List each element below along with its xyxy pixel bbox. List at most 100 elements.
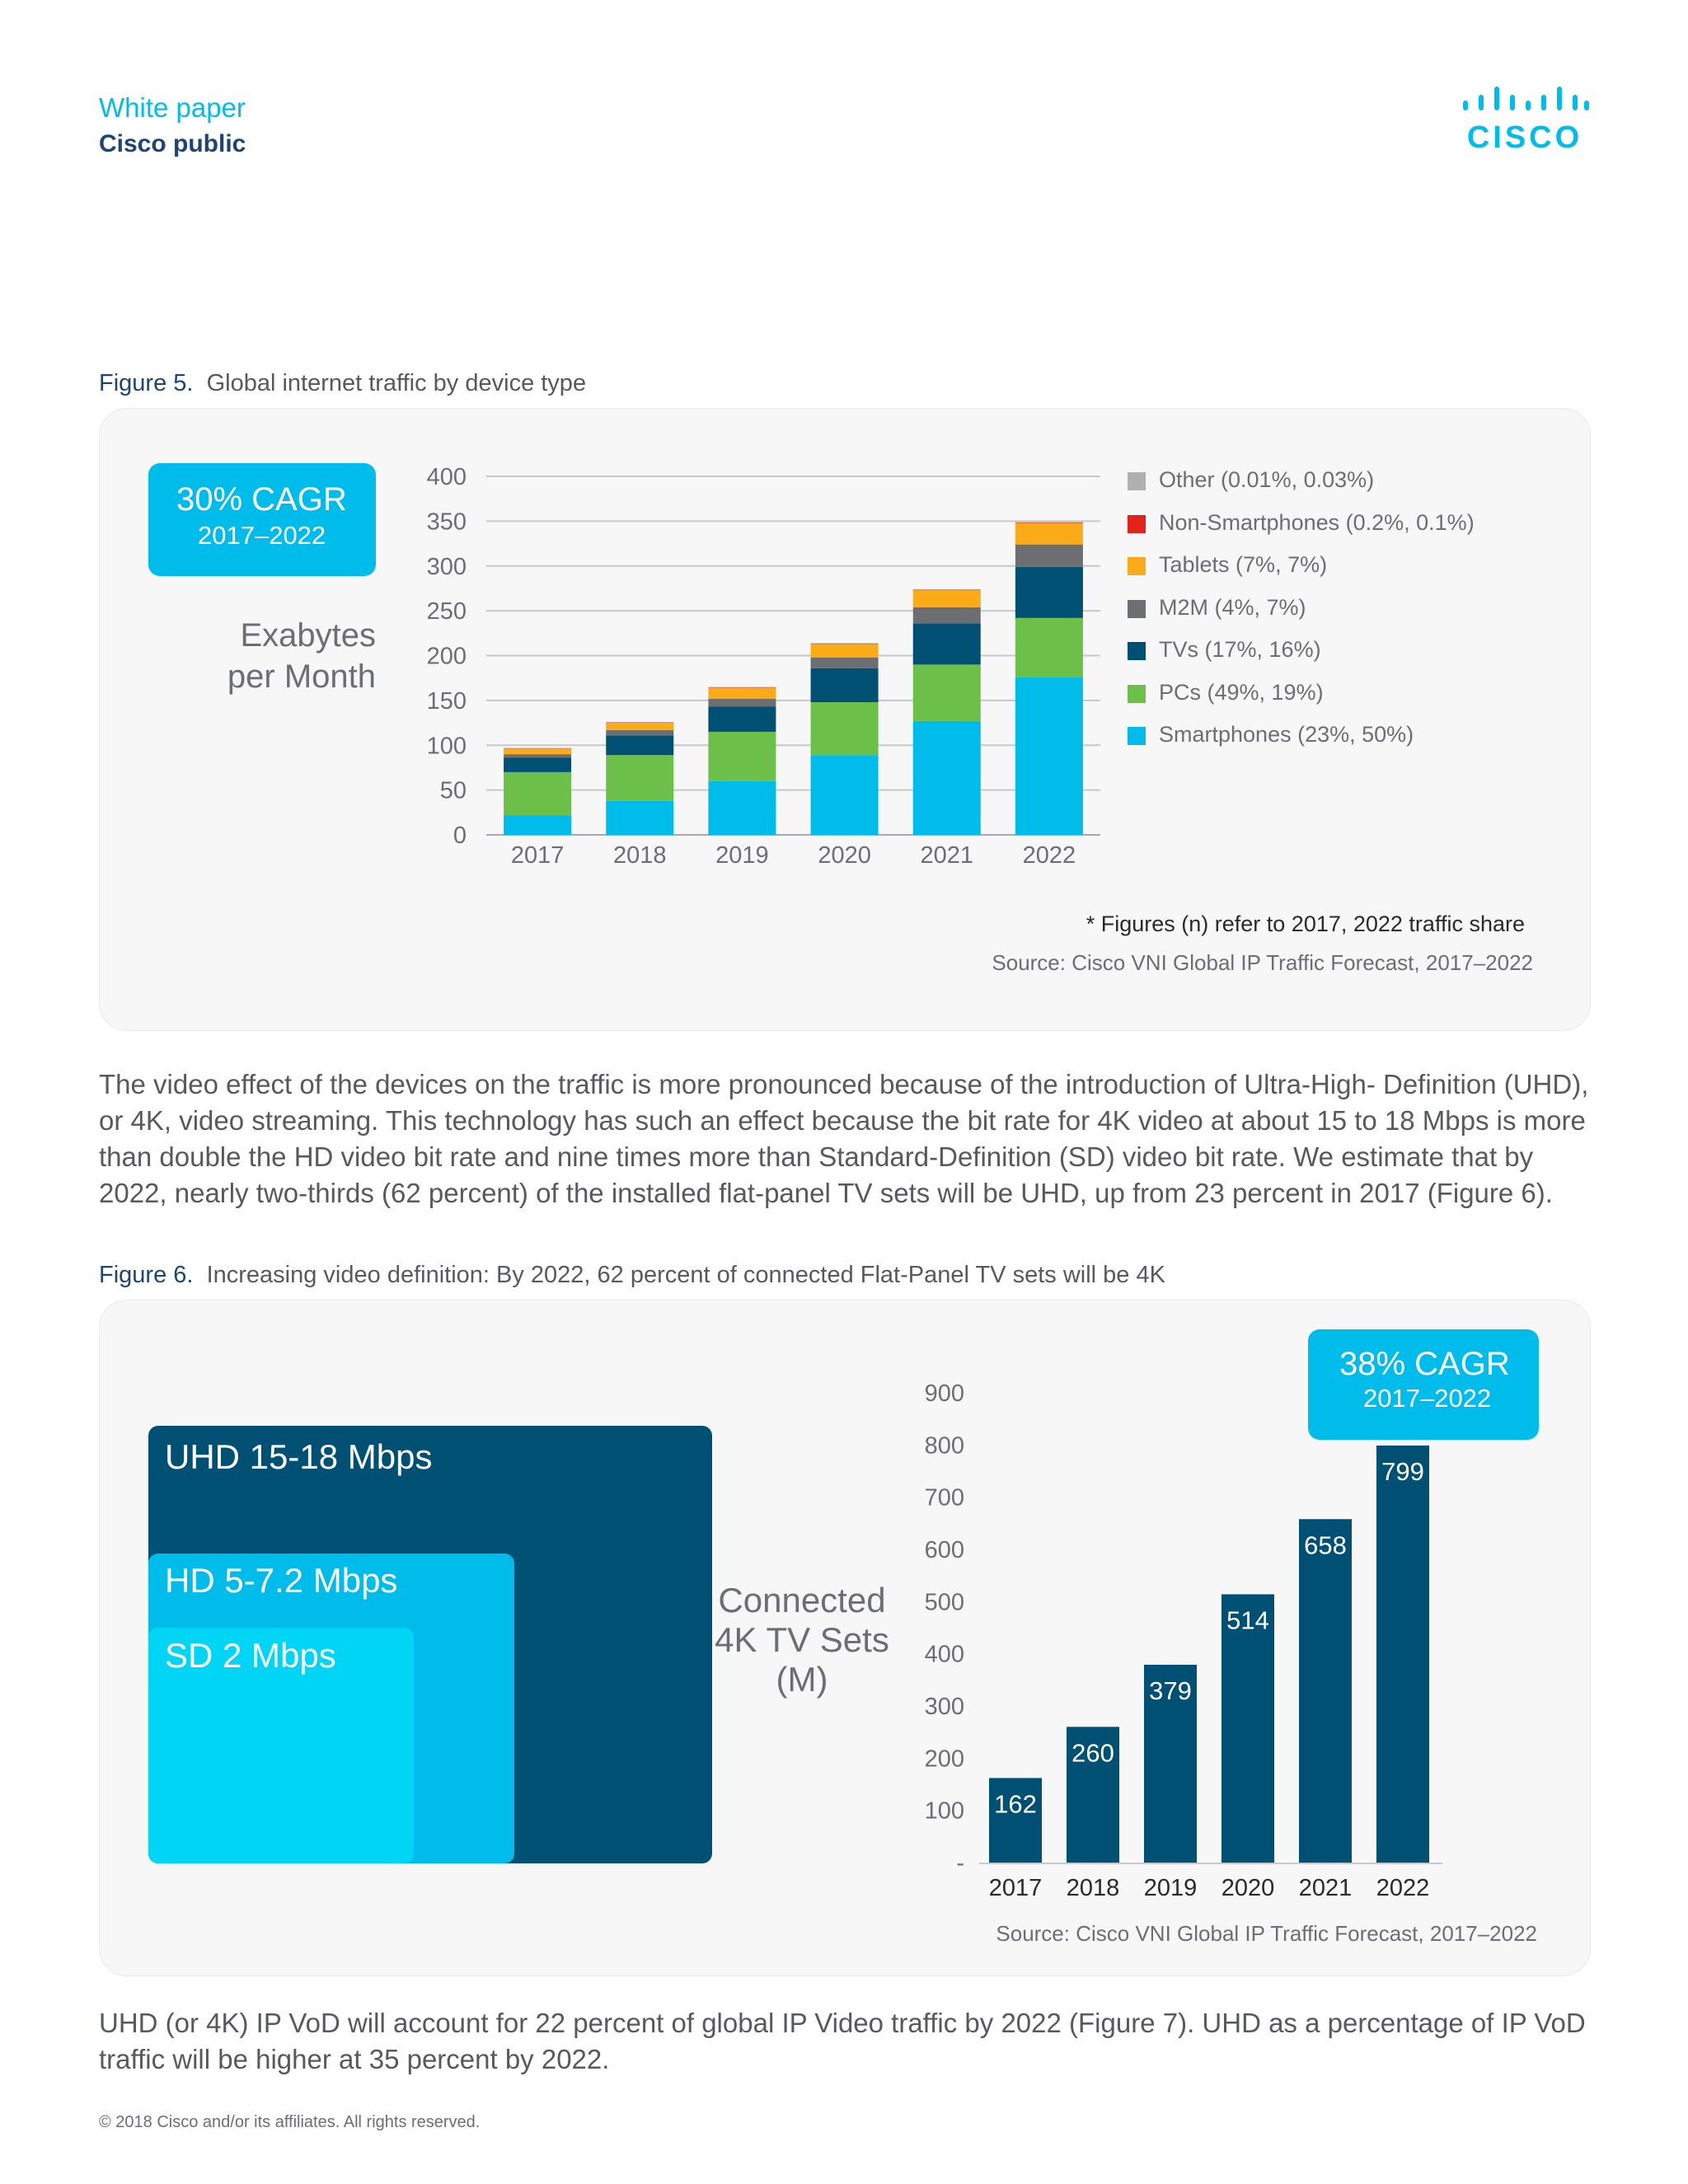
figure-5-x-tick: 2021 bbox=[920, 842, 973, 869]
figure-5-bar-segment bbox=[504, 748, 572, 749]
figure-5-bar-segment bbox=[1015, 522, 1083, 523]
figure-5-y-tick: 300 bbox=[427, 554, 467, 580]
figure-5-bar-segment bbox=[708, 731, 776, 781]
figure-6-title: Increasing video definition: By 2022, 62… bbox=[206, 1262, 1165, 1288]
figure-6-y-tick: 200 bbox=[925, 1746, 964, 1772]
classification-label: Cisco public bbox=[99, 130, 246, 157]
figure-6-y-tick: 700 bbox=[925, 1485, 964, 1511]
figure-5-bar-segment bbox=[606, 729, 674, 736]
legend-label: Non-Smartphones (0.2%, 0.1%) bbox=[1159, 509, 1475, 535]
figure-5-note: * Figures (n) refer to 2017, 2022 traffi… bbox=[1085, 912, 1525, 936]
figure-5-bar-segment bbox=[912, 590, 981, 607]
figure-6-data-label: 514 bbox=[1226, 1605, 1269, 1634]
figure-5-bar-segment bbox=[708, 687, 776, 688]
figure-5-y-title-line-2: per Month bbox=[227, 658, 376, 695]
figure-6-number: Figure 6. bbox=[99, 1262, 194, 1288]
copyright-footer: © 2018 Cisco and/or its affiliates. All … bbox=[99, 2113, 481, 2131]
figure-5-bar-segment bbox=[606, 735, 674, 756]
figure-6-y-tick: 900 bbox=[925, 1380, 964, 1407]
figure-6-data-label: 162 bbox=[994, 1789, 1037, 1818]
figure-5-bar-segment bbox=[912, 623, 981, 665]
figure-5-y-tick: 250 bbox=[427, 598, 467, 625]
legend-swatch bbox=[1128, 642, 1146, 660]
figure-5-title: Global internet traffic by device type bbox=[206, 370, 587, 396]
figure-6-y-tick: 600 bbox=[925, 1537, 964, 1563]
figure-5-bar-segment bbox=[1015, 523, 1083, 545]
figure-5-bar-segment bbox=[1015, 677, 1083, 835]
figure-5-x-tick: 2020 bbox=[818, 842, 871, 869]
figure-6-bar bbox=[1299, 1519, 1352, 1863]
figure-5-bar-segment bbox=[1015, 544, 1083, 567]
figure-5-bar-segment bbox=[912, 720, 981, 835]
figure-5-bar-segment bbox=[912, 588, 981, 590]
figure-6-x-tick: 2021 bbox=[1299, 1875, 1353, 1901]
figure-6-x-tick: 2019 bbox=[1144, 1875, 1198, 1901]
figure-5-bar-segment bbox=[810, 755, 879, 835]
body-paragraph-2: UHD (or 4K) IP VoD will account for 22 p… bbox=[99, 2008, 1586, 2074]
figure-5-source: Source: Cisco VNI Global IP Traffic Fore… bbox=[992, 950, 1533, 975]
figure-5-bar-segment bbox=[606, 755, 674, 801]
figure-6-bar bbox=[1144, 1664, 1197, 1863]
figure-6-source: Source: Cisco VNI Global IP Traffic Fore… bbox=[996, 1921, 1537, 1946]
figure-5-chart: 0 50 100 150 200 250 300 350 400 2017 2018 2019 2020… bbox=[427, 464, 1100, 869]
hd-bitrate-label: HD 5-7.2 Mbps bbox=[165, 1561, 398, 1600]
figure-5-bar-segment bbox=[504, 815, 572, 835]
figure-5-bar-segment bbox=[504, 748, 572, 755]
figure-6-y-tick: 100 bbox=[925, 1798, 964, 1825]
legend-swatch bbox=[1128, 599, 1146, 618]
legend-swatch bbox=[1128, 557, 1146, 575]
figure-5-bar-segment bbox=[1015, 566, 1083, 618]
figure-5-bar-segment bbox=[708, 698, 776, 707]
figure-5-bar-segment bbox=[810, 702, 879, 756]
figure-5-bar-segment bbox=[810, 643, 879, 644]
figure-6-cagr-period: 2017–2022 bbox=[1363, 1384, 1492, 1413]
figure-6-chart: - 100 200 300 400 500 600 700 800 900 162 2017 260 20… bbox=[925, 1380, 1442, 1901]
legend-label: Smartphones (23%, 50%) bbox=[1159, 722, 1414, 747]
figure-5-bar-segment bbox=[504, 771, 572, 816]
sd-bitrate-label: SD 2 Mbps bbox=[165, 1636, 336, 1675]
figure-5-bar-segment bbox=[708, 687, 776, 699]
figure-6-data-label: 658 bbox=[1304, 1530, 1347, 1559]
figure-5-bar-segment bbox=[912, 664, 981, 721]
figure-5-y-tick: 50 bbox=[440, 778, 467, 804]
figure-5-bar-segment bbox=[708, 706, 776, 732]
figure-6-y-tick: 800 bbox=[925, 1432, 964, 1459]
figure-5-x-tick: 2022 bbox=[1023, 842, 1076, 869]
doc-type-label: White paper bbox=[99, 92, 246, 123]
figure-6-bar bbox=[1221, 1594, 1274, 1863]
figure-5-cagr-badge: 30% CAGR 2017–2022 bbox=[148, 463, 376, 576]
figure-6-y-axis-title: Connected 4K TV Sets (M) bbox=[709, 1581, 895, 1699]
figure-5-x-tick: 2017 bbox=[511, 842, 565, 869]
cisco-logo: CISCO bbox=[1463, 87, 1589, 155]
figure-6-cagr-value: 38% CAGR bbox=[1339, 1346, 1510, 1382]
figure-5-y-tick: 150 bbox=[427, 688, 467, 715]
figure-5-y-tick: 400 bbox=[427, 464, 467, 490]
figure-6-data-label: 260 bbox=[1071, 1738, 1114, 1767]
legend-label: Other (0.01%, 0.03%) bbox=[1159, 467, 1375, 492]
figure-6-y-tick: - bbox=[956, 1850, 964, 1877]
figure-6-x-tick: 2018 bbox=[1067, 1875, 1120, 1901]
figure-5-y-title-line-1: Exabytes bbox=[240, 617, 376, 654]
legend-swatch bbox=[1128, 472, 1146, 490]
figure-6-x-tick: 2022 bbox=[1376, 1875, 1430, 1901]
legend-swatch bbox=[1128, 514, 1146, 533]
figure-5-bar-segment bbox=[606, 723, 674, 730]
figure-5-bar-segment bbox=[912, 607, 981, 624]
figure-5-cagr-period: 2017–2022 bbox=[198, 521, 326, 550]
figure-5-x-tick: 2018 bbox=[613, 842, 667, 869]
figure-5-bar-segment bbox=[810, 668, 879, 703]
figure-6-y-tick: 500 bbox=[925, 1589, 964, 1615]
figure-5-bar-segment bbox=[504, 757, 572, 772]
figure-6-x-tick: 2017 bbox=[989, 1875, 1043, 1901]
legend-swatch bbox=[1128, 727, 1146, 745]
figure-6-x-tick: 2020 bbox=[1221, 1875, 1275, 1901]
figure-5-bar-segment bbox=[504, 754, 572, 758]
figure-5-bar-segment bbox=[606, 800, 674, 835]
figure-5-x-tick: 2019 bbox=[715, 842, 769, 869]
figure-6-cagr-badge: 38% CAGR 2017–2022 bbox=[1308, 1329, 1539, 1440]
legend-swatch bbox=[1128, 684, 1146, 703]
figure-6-y-tick: 400 bbox=[925, 1642, 964, 1668]
figure-6-bar bbox=[1376, 1445, 1429, 1863]
legend-label: PCs (49%, 19%) bbox=[1159, 679, 1324, 705]
figure-5-bar-segment bbox=[606, 722, 674, 723]
